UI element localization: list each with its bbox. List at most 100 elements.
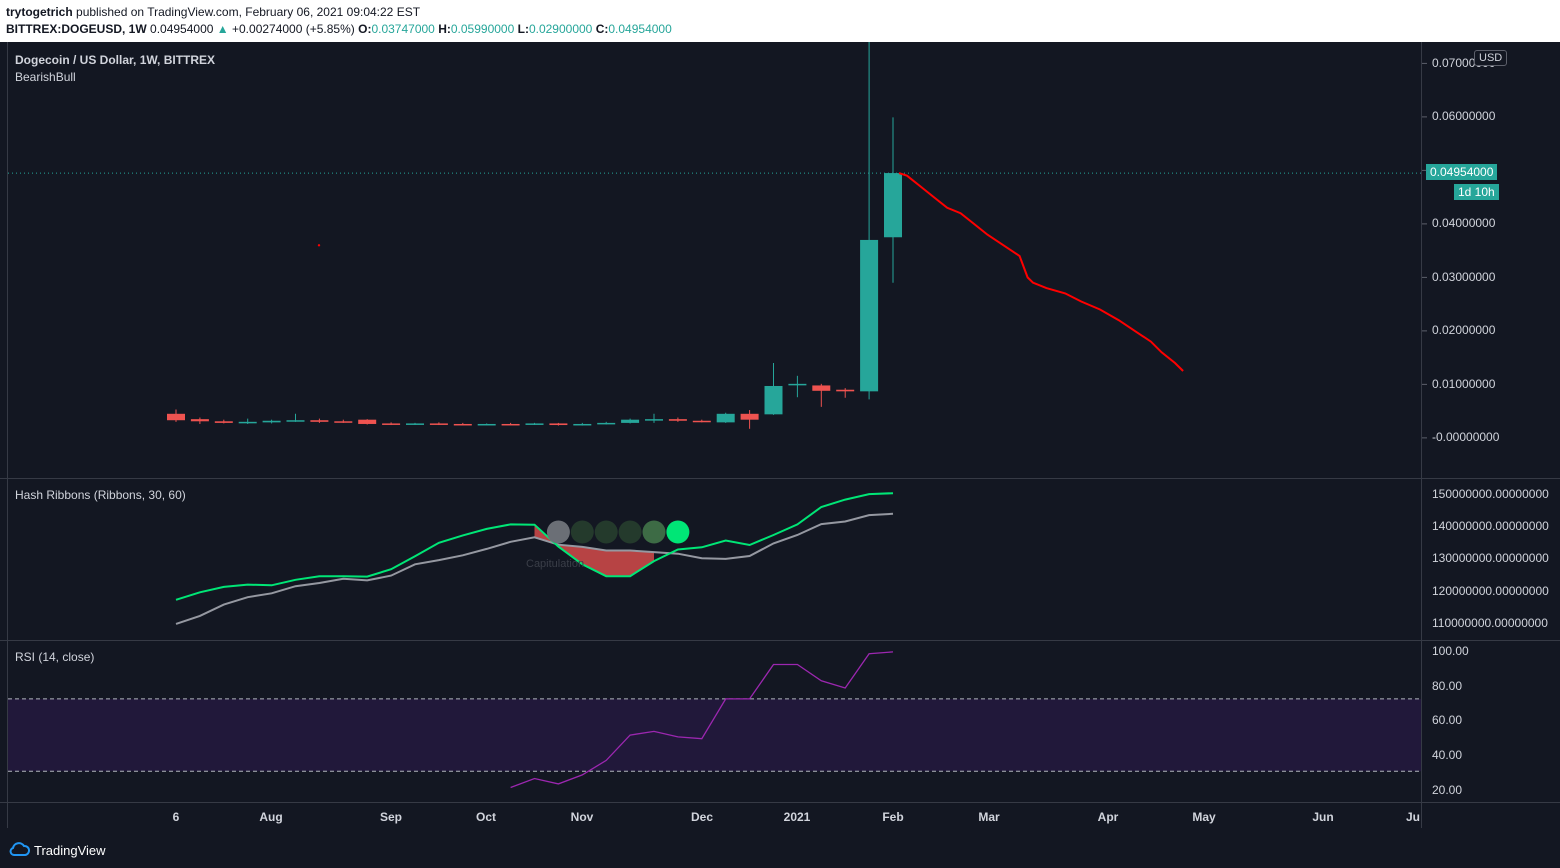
candle-body [525, 423, 544, 425]
candle-body [382, 423, 401, 425]
last-price: 0.04954000 [150, 22, 214, 36]
candle-body [501, 423, 520, 426]
open-label: O: [358, 22, 372, 36]
candle-body [549, 423, 568, 426]
candle-body [812, 385, 831, 391]
projection-marker [317, 244, 321, 247]
pane-divider[interactable] [0, 478, 1560, 479]
publish-line: trytogetrich published on TradingView.co… [6, 5, 420, 19]
candle-body [190, 419, 209, 422]
bar-countdown-badge: 1d 10h [1454, 184, 1499, 200]
last-price-badge: 0.04954000 [1426, 164, 1498, 180]
signal-dot [666, 520, 690, 544]
hash-tick: 120000000.00000000 [1432, 584, 1549, 598]
close-value: 0.04954000 [608, 22, 672, 36]
change-arrow-icon: ▲ [216, 22, 229, 36]
high-value: 0.05990000 [450, 22, 515, 36]
time-tick: Oct [475, 810, 497, 824]
price-tick: 0.01000000 [1432, 377, 1496, 391]
candle-body [692, 420, 711, 423]
candle-body [764, 385, 783, 415]
candle-body [167, 413, 185, 421]
high-label: H: [438, 22, 451, 36]
time-tick: Apr [1097, 810, 1119, 824]
signal-dot [618, 520, 642, 544]
candle-body [262, 420, 281, 423]
projection-path [898, 172, 1184, 372]
rsi-line [510, 651, 894, 789]
brand-name[interactable]: TradingView [34, 843, 106, 858]
hash-fast-line [175, 492, 894, 601]
pane-divider[interactable] [0, 640, 1560, 641]
low-value: 0.02900000 [528, 22, 593, 36]
hash-tick: 130000000.00000000 [1432, 551, 1549, 565]
price-tick: 0.03000000 [1432, 270, 1496, 284]
symbol-quote: BITTREX:DOGEUSD, 1W 0.04954000 ▲ +0.0027… [6, 22, 672, 36]
candle-body [836, 389, 855, 392]
rsi-pane-title: RSI (14, close) [15, 650, 95, 664]
publish-info: published on TradingView.com, February 0… [76, 5, 421, 19]
candle-body [429, 423, 448, 425]
candle-body [597, 422, 616, 425]
rsi-tick: 100.00 [1432, 644, 1469, 658]
hash-slow-line [175, 512, 894, 625]
rsi-tick: 60.00 [1432, 713, 1463, 727]
candle-body [214, 421, 233, 423]
hash-ribbons-pane[interactable] [175, 492, 894, 625]
tradingview-logo-icon[interactable] [8, 842, 30, 856]
rsi-tick: 80.00 [1432, 679, 1463, 693]
candle-body [453, 423, 472, 426]
signal-dot [570, 520, 594, 544]
candle-body [406, 423, 424, 425]
close-label: C: [595, 22, 609, 36]
signal-dot [594, 520, 618, 544]
hash-tick: 110000000.00000000 [1432, 616, 1548, 630]
publish-header: trytogetrich published on TradingView.co… [0, 0, 1560, 42]
candle-body [238, 421, 257, 424]
hash-pane-title: Hash Ribbons (Ribbons, 30, 60) [15, 488, 186, 502]
footer-bar: TradingView [0, 829, 1560, 868]
currency-button[interactable]: USD [1474, 50, 1508, 66]
low-label: L: [517, 22, 529, 36]
hash-tick: 140000000.00000000 [1432, 519, 1549, 533]
hash-tick: 150000000.00000000 [1432, 487, 1549, 501]
time-tick: Ju [1405, 810, 1421, 824]
time-tick: Aug [259, 810, 283, 824]
candle-body [573, 423, 592, 426]
time-tick: 6 [172, 810, 180, 824]
time-tick: Feb [882, 810, 904, 824]
time-axis-divider [0, 802, 1560, 803]
candle-body [884, 173, 902, 238]
chart-left-border [7, 42, 8, 828]
candle-body [286, 420, 305, 422]
capitulation-label: Capitulation [526, 558, 585, 570]
price-tick: 0.04000000 [1432, 216, 1496, 230]
capitulation-area [534, 524, 654, 577]
candle-body [310, 420, 329, 422]
signal-dot [642, 520, 666, 544]
candle-body [860, 239, 879, 392]
main-pane-subtitle: BearishBull [15, 70, 76, 84]
price-change: +0.00274000 (+5.85%) [232, 22, 355, 36]
price-scale-border [1421, 42, 1422, 828]
candle-body [788, 383, 807, 386]
rsi-tick: 20.00 [1432, 783, 1463, 797]
price-tick: -0.00000000 [1432, 430, 1500, 444]
rsi-pane[interactable] [8, 651, 1421, 789]
time-tick: Dec [690, 810, 714, 824]
candle-body [358, 419, 377, 424]
open-value: 0.03747000 [371, 22, 435, 36]
time-tick: Sep [379, 810, 403, 824]
candle-body [334, 421, 353, 423]
author-name[interactable]: trytogetrich [6, 5, 73, 19]
price-tick: 0.02000000 [1432, 323, 1496, 337]
candle-body [477, 423, 496, 426]
rsi-band [8, 698, 1421, 772]
signal-dot [546, 520, 570, 544]
price-pane[interactable] [8, 42, 1427, 439]
rsi-tick: 40.00 [1432, 748, 1463, 762]
time-tick: Jun [1312, 810, 1334, 824]
candle-body [716, 413, 735, 423]
time-tick: May [1192, 810, 1216, 824]
